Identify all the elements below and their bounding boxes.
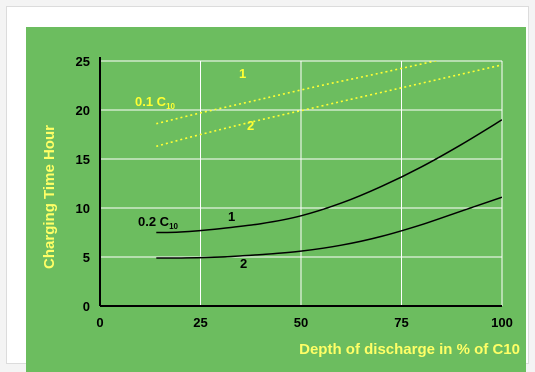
x-tick-label: 100	[491, 315, 513, 330]
y-tick-label: 0	[83, 299, 90, 314]
y-tick-label: 25	[76, 54, 90, 69]
y-tick-label: 5	[83, 250, 90, 265]
series-line-1-0	[156, 119, 502, 234]
chart-frame: 0 25 50 75 100 0 5 10 15 20 25 1 2 0.1 C10 1 2 0.2 C10 C…	[6, 6, 529, 372]
rate-label: 0.2 C10	[138, 214, 179, 231]
x-tick-label: 50	[294, 315, 308, 330]
series-label: 2	[240, 256, 247, 271]
rate-label: 0.1 C10	[135, 94, 176, 111]
series-line-1-1	[156, 196, 502, 259]
y-axis-title: Charging Time Hour	[41, 125, 58, 269]
series-label: 2	[247, 118, 254, 133]
x-tick-label: 75	[394, 315, 408, 330]
y-tick-label: 15	[76, 152, 90, 167]
y-tick-label: 20	[76, 103, 90, 118]
series-line-0-1	[156, 64, 502, 148]
x-tick-label: 0	[96, 315, 103, 330]
chart-panel	[26, 27, 526, 372]
y-tick-label: 10	[76, 201, 90, 216]
series-label: 1	[239, 66, 246, 81]
series-label: 1	[228, 209, 235, 224]
x-axis-title: Depth of discharge in % of C10	[299, 341, 520, 358]
x-tick-label: 25	[193, 315, 207, 330]
chart: 0 25 50 75 100 0 5 10 15 20 25 1 2 0.1 C10 1 2 0.2 C10 C…	[26, 27, 526, 372]
series-line-0-0	[156, 61, 439, 125]
